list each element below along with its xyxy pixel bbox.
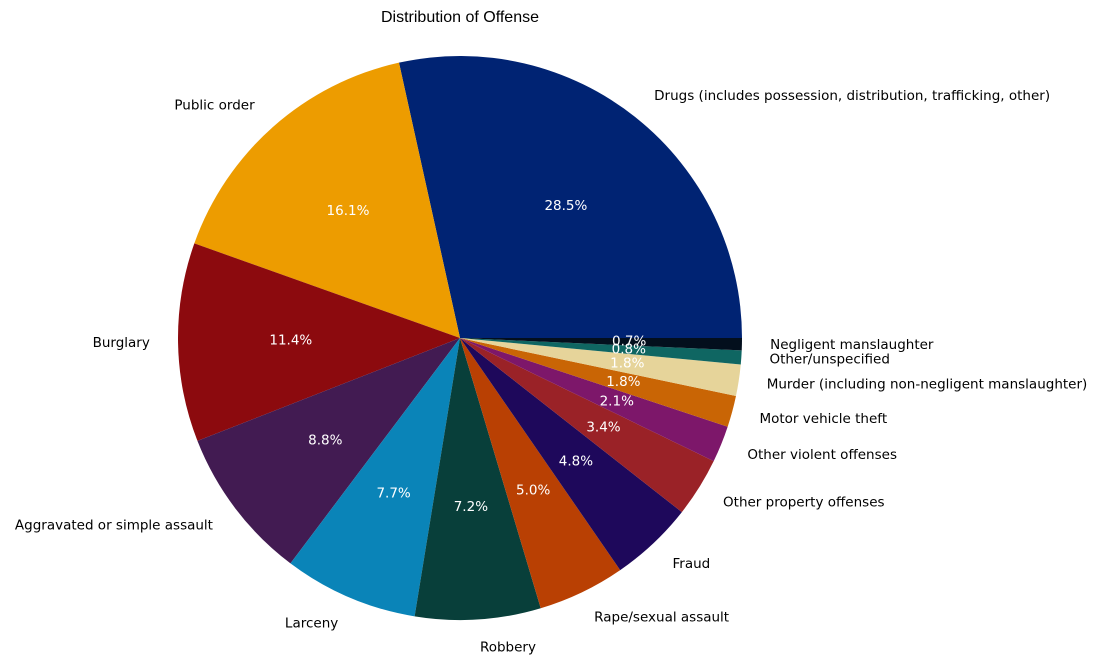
pie-slice-negligent-manslaughter xyxy=(460,338,742,351)
pie-slice-robbery xyxy=(414,338,541,620)
pct-label-larceny: 7.7% xyxy=(376,486,410,502)
pct-label-fraud: 4.8% xyxy=(559,453,593,469)
slice-label-robbery: Robbery xyxy=(480,640,536,656)
pct-label-other-violent-offenses: 2.1% xyxy=(600,394,634,410)
chart-title: Distribution of Offense xyxy=(381,9,539,26)
pct-label-motor-vehicle-theft: 1.8% xyxy=(606,374,640,390)
slice-label-motor-vehicle-theft: Motor vehicle theft xyxy=(759,411,887,427)
slice-label-rape-sexual-assault: Rape/sexual assault xyxy=(594,610,729,626)
pct-label-burglary: 11.4% xyxy=(269,333,312,349)
slice-label-other-violent-offenses: Other violent offenses xyxy=(747,447,897,463)
pct-label-rape-sexual-assault: 5.0% xyxy=(516,483,550,499)
pct-label-aggravated-or-simple-assault: 8.8% xyxy=(308,432,342,448)
slice-label-larceny: Larceny xyxy=(285,615,338,631)
slice-label-other-unspecified: Other/unspecified xyxy=(769,351,889,367)
slice-label-burglary: Burglary xyxy=(93,335,150,351)
slice-label-public-order: Public order xyxy=(174,97,255,113)
pie-slice-public-order xyxy=(194,62,460,339)
pct-label-robbery: 7.2% xyxy=(454,499,488,515)
pct-label-other-unspecified: 0.8% xyxy=(612,342,646,358)
pie-slice-rape-sexual-assault xyxy=(460,338,621,609)
pie-slice-motor-vehicle-theft xyxy=(460,338,736,427)
pie-slice-aggravated-or-simple-assault xyxy=(197,338,460,564)
pie-slice-other-violent-offenses xyxy=(460,338,728,462)
slice-label-murder-including-non-negligent-manslaughter: Murder (including non-negligent manslaug… xyxy=(767,377,1088,393)
slice-label-fraud: Fraud xyxy=(673,556,711,572)
pie-slice-burglary xyxy=(177,243,460,441)
pct-label-drugs-includes-possession-distribution-trafficking-other: 28.5% xyxy=(544,198,587,214)
pct-label-public-order: 16.1% xyxy=(327,203,370,219)
slice-label-negligent-manslaughter: Negligent manslaughter xyxy=(770,337,934,353)
pct-label-murder-including-non-negligent-manslaughter: 1.8% xyxy=(610,355,644,371)
slice-label-drugs-includes-possession-distribution-trafficking-other: Drugs (includes possession, distribution… xyxy=(654,88,1050,104)
slice-label-other-property-offenses: Other property offenses xyxy=(723,494,885,510)
pie-slice-other-unspecified xyxy=(460,338,742,365)
pct-label-negligent-manslaughter: 0.7% xyxy=(612,334,646,350)
pie-slice-drugs-includes-possession-distribution-trafficking-other xyxy=(398,55,743,339)
pie-slice-murder-including-non-negligent-manslaughter xyxy=(460,338,741,396)
category-labels: Drugs (includes possession, distribution… xyxy=(15,88,1087,655)
slice-label-aggravated-or-simple-assault: Aggravated or simple assault xyxy=(15,518,213,534)
pie-slice-fraud xyxy=(460,338,682,571)
pie-slice-larceny xyxy=(290,338,460,617)
pie-slices xyxy=(177,55,743,620)
pie-slice-other-property-offenses xyxy=(460,338,714,513)
percentage-labels: 28.5% 16.1% 11.4% 8.8% 7.7% 7.2% 5.0% 4.8% 3.4% 2… xyxy=(269,198,646,515)
pct-label-other-property-offenses: 3.4% xyxy=(586,420,620,436)
